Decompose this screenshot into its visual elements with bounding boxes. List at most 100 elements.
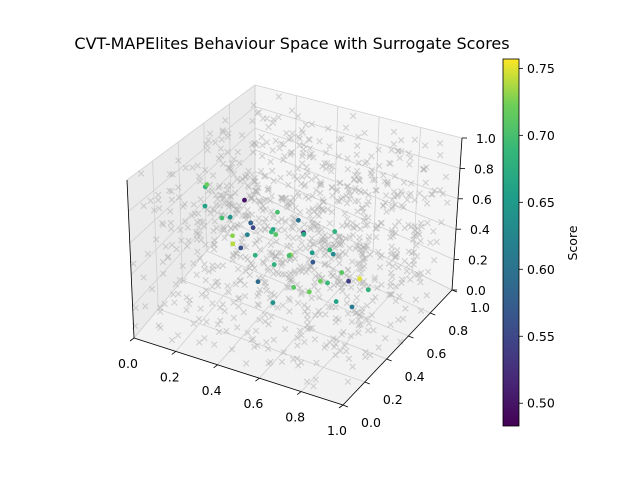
centroid-marker — [309, 222, 317, 229]
centroid-marker — [332, 315, 340, 322]
centroid-marker — [281, 325, 289, 333]
centroid-marker — [368, 153, 375, 160]
centroid-marker — [388, 243, 395, 250]
scored-point — [330, 251, 336, 257]
y-tick-label: 1.0 — [470, 300, 490, 315]
centroid-marker — [172, 281, 180, 288]
centroid-marker — [322, 149, 330, 156]
axis-lines — [126, 137, 463, 406]
centroid-marker — [387, 321, 394, 328]
centroid-marker — [355, 159, 363, 166]
centroid-marker — [243, 360, 250, 367]
centroid-marker — [361, 159, 369, 167]
centroid-marker — [242, 174, 249, 181]
scored-point — [269, 229, 274, 235]
centroid-marker — [375, 146, 382, 153]
centroid-marker — [378, 219, 385, 227]
centroid-marker — [333, 187, 340, 195]
centroid-marker — [264, 345, 272, 352]
colorbar-tick-label: 0.75 — [527, 61, 555, 76]
centroid-marker — [411, 196, 418, 204]
centroid-marker — [313, 187, 320, 194]
centroid-marker — [423, 292, 430, 299]
centroid-marker — [398, 136, 405, 144]
centroid-marker — [364, 201, 371, 208]
x-tick — [338, 404, 344, 409]
centroid-marker — [272, 137, 279, 145]
centroid-marker — [356, 234, 363, 241]
centroid-marker — [344, 220, 351, 228]
centroid-marker — [242, 173, 249, 180]
centroid-marker — [162, 243, 170, 250]
centroid-marker — [244, 182, 252, 189]
centroid-marker — [142, 303, 149, 310]
centroid-marker — [400, 179, 408, 186]
centroid-marker — [148, 285, 156, 293]
centroid-marker — [358, 305, 366, 312]
centroid-marker — [182, 218, 189, 225]
centroid-marker — [212, 278, 219, 286]
centroid-marker — [289, 214, 297, 221]
x-tick — [171, 351, 177, 355]
centroid-marker — [275, 114, 282, 121]
centroid-marker — [270, 177, 277, 185]
centroid-marker — [326, 339, 334, 346]
centroid-marker — [224, 148, 231, 156]
centroid-marker — [359, 250, 366, 258]
centroid-marker — [346, 245, 353, 252]
scored-point — [357, 276, 363, 282]
centroid-marker — [282, 218, 289, 225]
scored-point — [327, 247, 333, 253]
y-tick — [342, 404, 349, 408]
centroid-marker — [413, 253, 421, 260]
centroid-marker — [183, 294, 190, 301]
y-tick — [386, 358, 392, 362]
centroid-marker — [196, 178, 204, 185]
centroid-marker — [280, 156, 287, 164]
centroid-marker — [239, 212, 246, 220]
centroid-marker — [298, 268, 306, 275]
centroid-marker — [368, 311, 375, 319]
centroid-marker — [405, 192, 413, 199]
centroid-marker — [324, 241, 332, 248]
centroid-marker — [262, 215, 270, 223]
centroid-marker — [358, 205, 365, 212]
gridline — [128, 106, 256, 212]
centroid-marker — [296, 226, 303, 233]
centroid-marker — [324, 206, 331, 213]
centroid-marker — [306, 238, 314, 246]
centroid-marker — [270, 270, 277, 277]
centroid-marker — [312, 222, 319, 230]
centroid-marker — [369, 297, 376, 304]
centroid-marker — [280, 349, 287, 356]
centroid-marker — [365, 198, 372, 205]
centroid-marker — [268, 313, 275, 320]
scored-point — [252, 252, 258, 258]
centroid-marker — [298, 332, 305, 339]
centroid-marker — [262, 225, 269, 232]
centroid-marker — [364, 327, 372, 334]
scored-point — [202, 203, 208, 209]
centroid-marker — [201, 261, 208, 268]
scored-point — [339, 270, 345, 275]
centroid-marker — [388, 205, 396, 213]
centroid-marker — [175, 157, 182, 164]
centroid-marker — [250, 191, 258, 198]
gridline — [152, 160, 159, 310]
centroid-marker — [291, 267, 298, 275]
centroid-marker — [159, 258, 167, 266]
centroid-marker — [350, 176, 358, 184]
centroid-marker — [305, 266, 313, 273]
x-tick-label: 0.4 — [202, 383, 222, 398]
centroid-marker — [315, 271, 323, 279]
centroid-marker — [357, 225, 364, 233]
centroid-marker — [375, 344, 382, 351]
colorbar-tick-label: 0.65 — [527, 195, 555, 210]
centroid-marker — [214, 278, 221, 285]
centroid-marker — [217, 317, 224, 324]
centroid-marker — [407, 155, 414, 162]
centroid-marker — [325, 303, 333, 311]
centroid-marker — [268, 167, 276, 175]
centroid-marker — [416, 190, 423, 197]
centroid-marker — [220, 223, 227, 231]
